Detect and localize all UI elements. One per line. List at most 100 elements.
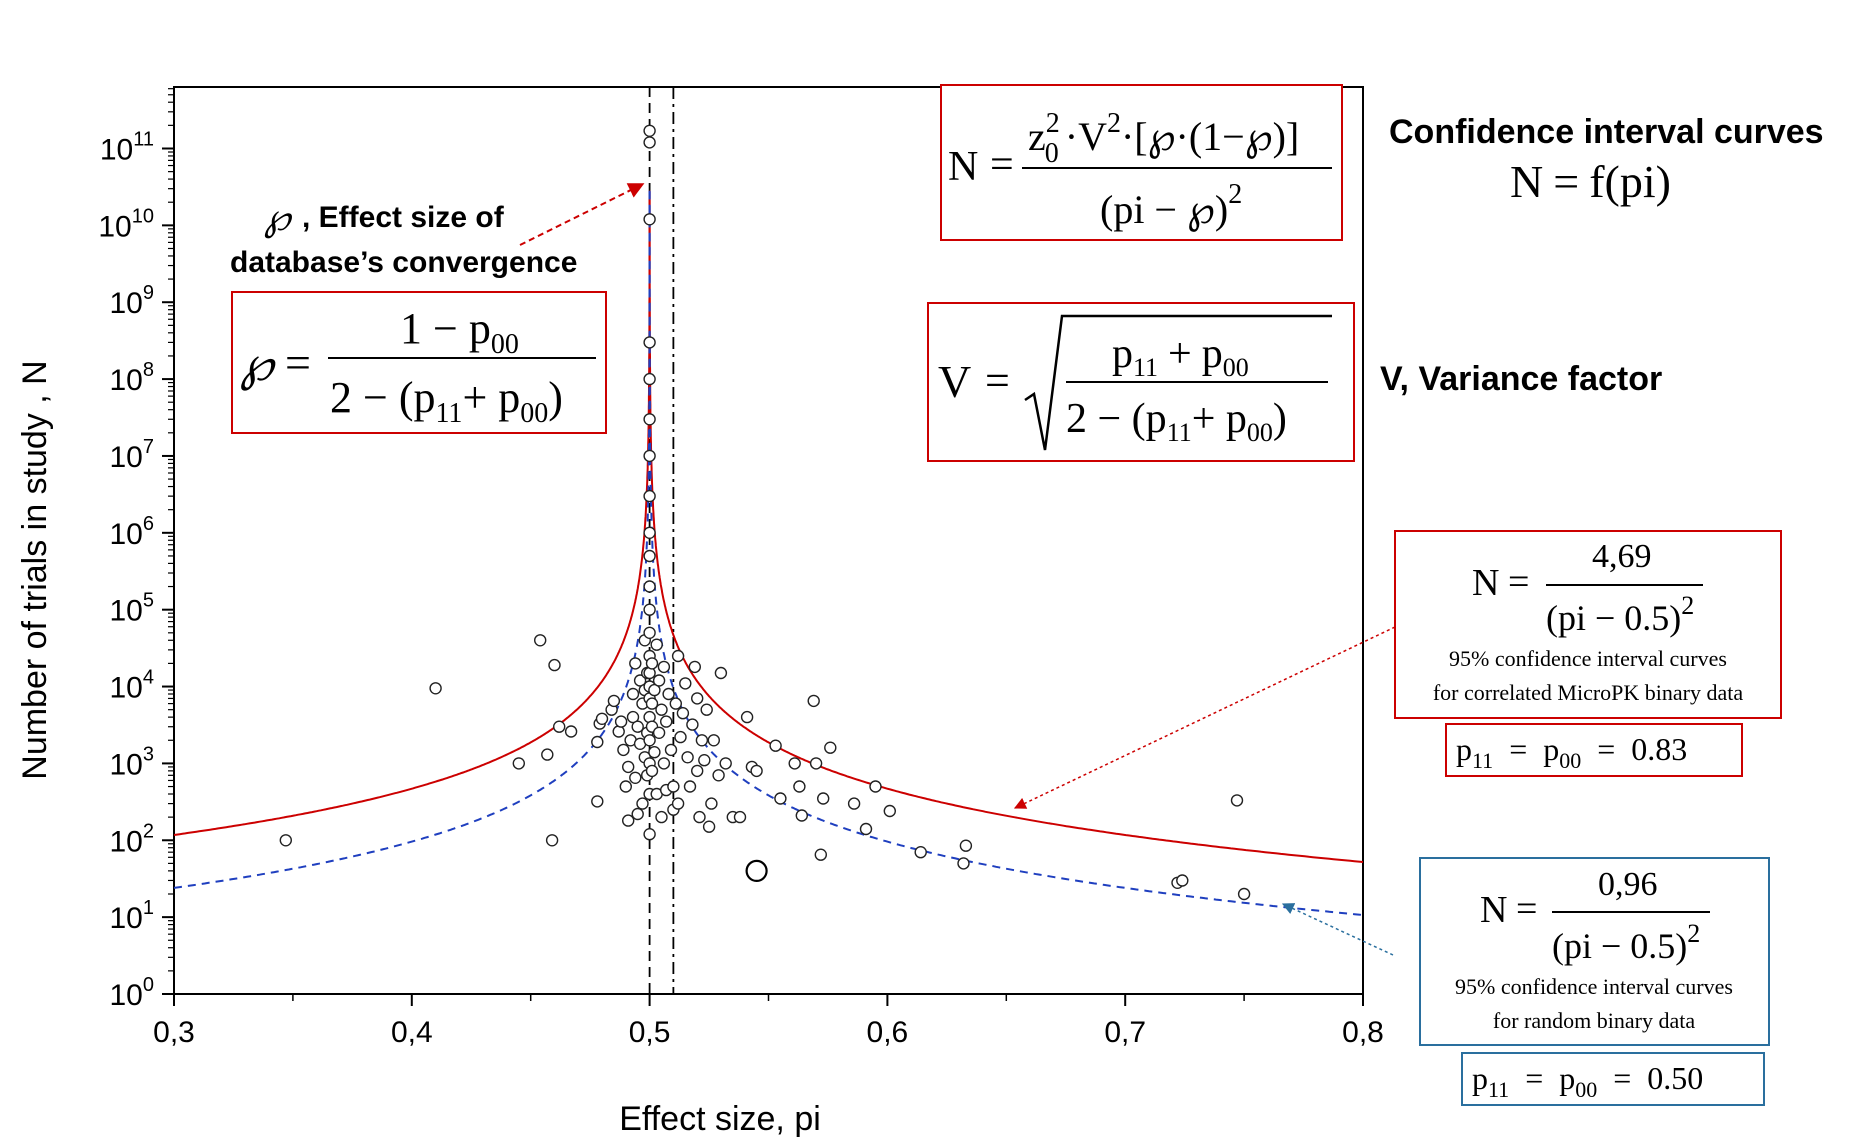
effect-size-label: , Effect size of: [302, 201, 505, 234]
data-point: [774, 792, 787, 805]
data-point: [674, 730, 687, 744]
data-point: [657, 757, 671, 770]
data-point: [636, 797, 649, 810]
data-point: [629, 771, 642, 784]
blue-ci-curve: [648, 190, 1364, 916]
data-point: [714, 666, 728, 680]
data-point: [619, 780, 632, 793]
blue-curve-caption1: 95% confidence interval curves: [1455, 974, 1733, 999]
blue-p-box: p11 = p00 = 0.50: [1461, 1052, 1765, 1106]
x-tick-label: 0,6: [867, 1016, 909, 1049]
y-tick-label: 107: [110, 436, 155, 474]
data-point: [657, 660, 671, 674]
data-point: [612, 725, 625, 738]
data-point: [648, 746, 661, 759]
data-point: [719, 757, 732, 770]
data-point: [512, 757, 525, 770]
blue-curve-eq: =: [1516, 888, 1537, 930]
data-point: [643, 489, 656, 503]
n-formula-eq: =: [990, 142, 1014, 188]
x-axis-title: Effect size, pi: [619, 1100, 821, 1138]
red-curve-box: N = 4,69 (pi − 0.5)2 95% confidence inte…: [1394, 530, 1782, 719]
data-point: [712, 769, 725, 782]
wp-formula-lhs: ℘: [240, 338, 276, 391]
v-formula-box: V = p11 + p00 2 − (p11+ p00): [927, 302, 1355, 462]
data-point: [643, 449, 656, 463]
data-point: [643, 372, 656, 386]
data-point: [548, 658, 561, 672]
data-point: [643, 213, 656, 226]
y-tick-label: 102: [110, 820, 155, 858]
data-point: [626, 710, 640, 724]
effect-size-symbol: ℘: [264, 197, 293, 239]
data-point: [655, 703, 668, 716]
red-curve-den: (pi − 0.5)2: [1546, 591, 1694, 638]
data-point: [793, 780, 806, 793]
data-point: [645, 764, 659, 778]
data-point: [429, 682, 442, 695]
data-point: [648, 683, 661, 697]
data-point: [817, 792, 830, 805]
blue-curve-box: N = 0,96 (pi − 0.5)2 95% confidence inte…: [1419, 857, 1770, 1046]
data-point: [631, 807, 644, 821]
data-point: [707, 734, 720, 747]
data-point: [824, 741, 837, 754]
blue-curve-den: (pi − 0.5)2: [1552, 919, 1700, 966]
data-point: [750, 764, 763, 778]
data-point: [957, 857, 970, 870]
data-points: [279, 124, 1251, 901]
v-formula-eq: =: [985, 356, 1010, 405]
data-point: [664, 743, 678, 757]
y-tick-label: 105: [110, 590, 155, 628]
data-point: [643, 413, 656, 426]
data-point: [769, 739, 782, 752]
data-point: [686, 718, 699, 731]
blue-curve-frame: [1419, 857, 1770, 1046]
data-point: [859, 822, 873, 836]
variance-label: V, Variance factor: [1380, 360, 1662, 398]
wp-formula-box: ℘ = 1 − p00 2 − (p11+ p00): [231, 291, 607, 434]
red-p-box: p11 = p00 = 0.83: [1445, 723, 1743, 777]
y-axis-title: Number of trials in study , N: [16, 360, 54, 779]
data-point: [660, 715, 673, 728]
n-formula-frame: [940, 84, 1343, 241]
data-point: [1237, 887, 1251, 901]
y-tick-label: 109: [110, 282, 155, 320]
data-point: [643, 580, 656, 593]
data-point: [655, 810, 668, 824]
data-point: [534, 634, 547, 647]
y-tick-label: 106: [110, 513, 155, 551]
data-point: [681, 751, 694, 764]
red-p-frame: [1445, 723, 1743, 777]
data-point-large: [745, 859, 768, 883]
data-point: [795, 809, 808, 822]
data-point: [591, 795, 604, 808]
red-curve-lhs: N: [1472, 562, 1499, 604]
data-point: [564, 725, 578, 738]
red-curve-frame: [1394, 530, 1782, 719]
blue-curve-caption2: for random binary data: [1493, 1008, 1695, 1033]
data-point: [691, 692, 704, 705]
data-point: [643, 626, 656, 639]
data-point: [614, 715, 628, 728]
data-point: [691, 764, 704, 778]
v-formula-num: p11 + p00: [1112, 331, 1249, 382]
data-point: [702, 820, 716, 833]
data-point: [643, 136, 656, 149]
data-point: [591, 735, 604, 749]
data-point: [695, 734, 709, 747]
data-point: [740, 710, 754, 724]
n-formula-den: (pi − ℘)2: [1100, 179, 1242, 232]
x-tick-label: 0,3: [153, 1016, 195, 1049]
blue-curve-lhs: N: [1480, 889, 1507, 931]
x-tick-label: 0,7: [1104, 1016, 1146, 1049]
wp-formula-eq: =: [285, 337, 311, 388]
data-point: [617, 743, 630, 757]
data-point: [788, 757, 801, 770]
v-formula-sqrt: [1024, 314, 1332, 451]
data-point: [643, 336, 656, 349]
data-point: [869, 780, 882, 793]
data-point: [676, 707, 690, 720]
